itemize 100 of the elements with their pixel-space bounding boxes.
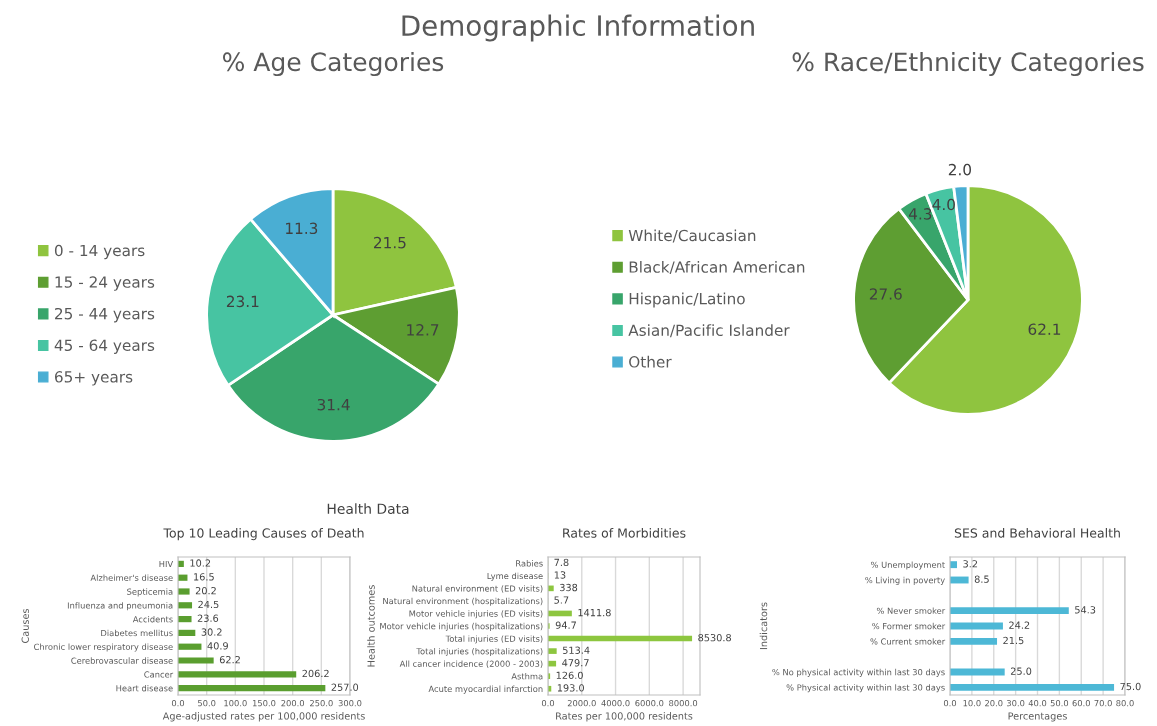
chart-title: SES and Behavioral Health xyxy=(954,528,1120,538)
legend-label: Black/African American xyxy=(629,261,805,275)
y-axis-title: Causes xyxy=(21,608,29,643)
y-tick-label: Cancer xyxy=(144,671,174,678)
data-label: 8.5 xyxy=(974,575,989,583)
data-label: 8530.8 xyxy=(698,634,731,642)
data-label: 257.0 xyxy=(331,683,359,691)
data-label: 206.2 xyxy=(302,669,329,678)
data-label: 75.0 xyxy=(1120,682,1141,691)
data-label: 24.5 xyxy=(198,600,219,609)
data-label: 23.6 xyxy=(197,614,219,622)
data-label: 3.2 xyxy=(963,560,978,568)
data-label: 4.3 xyxy=(908,208,932,220)
data-label: 27.6 xyxy=(869,288,902,300)
legend-label: 45 - 64 years xyxy=(54,339,155,354)
y-tick-label: Motor vehicle injuries (ED visits) xyxy=(409,610,543,619)
y-axis-title: Indicators xyxy=(759,602,768,650)
data-label: 11.3 xyxy=(286,222,318,235)
data-label: 54.3 xyxy=(1075,606,1096,614)
legend-label: 25 - 44 years xyxy=(55,307,155,323)
data-label: 10.2 xyxy=(190,559,211,567)
data-label: 12.7 xyxy=(407,324,439,336)
data-label: 62.1 xyxy=(1028,323,1061,335)
x-tick-label: 250.0 xyxy=(310,700,333,707)
x-tick-label: 200.0 xyxy=(281,700,305,707)
y-tick-label: Lyme disease xyxy=(487,572,543,581)
legend-label: 15 - 24 years xyxy=(55,276,155,291)
data-label: 21.5 xyxy=(1003,636,1024,645)
x-tick-label: 300.0 xyxy=(338,700,362,707)
data-label: 338 xyxy=(560,583,578,592)
y-tick-label: % Physical activity within last 30 days xyxy=(786,684,945,693)
y-tick-label: Motor vehicle injuries (hospitalizations) xyxy=(380,622,543,631)
x-tick-label: 0.0 xyxy=(171,700,185,707)
y-tick-label: % Unemployment xyxy=(870,561,945,570)
data-label: 94.7 xyxy=(555,621,576,629)
data-label: 62.2 xyxy=(219,655,240,664)
data-label: 23.1 xyxy=(226,295,259,308)
y-tick-label: Accidents xyxy=(132,615,173,623)
x-axis-title: Age-adjusted rates per 100,000 residents xyxy=(162,712,365,722)
y-tick-label: Chronic lower respiratory disease xyxy=(34,643,173,652)
text: Health Data xyxy=(327,503,409,515)
data-label: 513.4 xyxy=(562,646,590,654)
y-tick-label: Septicemia xyxy=(127,588,173,597)
x-tick-label: 70.0 xyxy=(1094,700,1112,707)
data-label: 21.5 xyxy=(374,236,406,249)
data-label: 24.2 xyxy=(1009,621,1030,629)
y-tick-label: Influenza and pneumonia xyxy=(67,602,173,611)
y-tick-label: Heart disease xyxy=(116,684,173,692)
data-label: 20.2 xyxy=(195,586,216,595)
legend-label: 0 - 14 years xyxy=(54,244,145,260)
y-tick-label: % Never smoker xyxy=(876,607,946,614)
y-tick-label: Diabetes mellitus xyxy=(101,629,173,637)
legend-label: Other xyxy=(629,355,672,368)
data-label: 30.2 xyxy=(201,628,222,636)
x-tick-label: 60.0 xyxy=(1072,700,1090,707)
y-tick-label: Natural environment (hospitalizations) xyxy=(383,597,543,606)
data-label: 2.0 xyxy=(948,163,972,176)
data-label: 13 xyxy=(554,571,566,579)
y-tick-label: % Former smoker xyxy=(872,622,946,630)
data-label: 40.9 xyxy=(207,642,228,650)
x-tick-label: 4000.0 xyxy=(601,700,630,707)
y-tick-label: Alzheimer's disease xyxy=(90,574,173,581)
y-tick-label: Total injuries (ED visits) xyxy=(445,635,543,644)
y-tick-label: % Current smoker xyxy=(870,638,946,645)
y-tick-label: Total injuries (hospitalizations) xyxy=(416,647,543,656)
data-label: 193.0 xyxy=(557,684,584,692)
data-label: 16.5 xyxy=(194,573,214,581)
x-tick-label: 50.0 xyxy=(198,700,216,707)
legend-label: 65+ years xyxy=(54,371,133,386)
legend-label: Hispanic/Latino xyxy=(629,292,745,308)
x-tick-label: 50.0 xyxy=(1050,700,1069,707)
data-label: 25.0 xyxy=(1010,667,1032,675)
x-tick-label: 20.0 xyxy=(985,700,1003,707)
x-tick-label: 0.0 xyxy=(943,700,957,707)
x-tick-label: 30.0 xyxy=(1006,700,1025,707)
y-tick-label: Natural environment (ED visits) xyxy=(412,585,543,593)
text: Demographic Information xyxy=(402,14,754,42)
chart-title: % Race/Ethnicity Categories xyxy=(792,51,1144,77)
y-tick-label: Cerebrovascular disease xyxy=(71,657,173,664)
chart-title: Rates of Morbidities xyxy=(563,528,686,538)
y-tick-label: % Living in poverty xyxy=(865,576,945,585)
x-axis-title: Rates per 100,000 residents xyxy=(556,712,693,722)
x-tick-label: 40.0 xyxy=(1028,700,1047,707)
x-tick-label: 10.0 xyxy=(963,700,981,707)
y-tick-label: HIV xyxy=(159,560,174,568)
x-axis-title: Percentages xyxy=(1008,712,1067,722)
data-label: 479.7 xyxy=(562,659,589,667)
y-tick-label: % No physical activity within last 30 days xyxy=(772,668,945,677)
legend-label: Asian/Pacific Islander xyxy=(628,324,790,338)
y-tick-label: Rabies xyxy=(516,560,543,567)
y-tick-label: Asthma xyxy=(511,673,543,680)
x-tick-label: 80.0 xyxy=(1116,700,1134,707)
data-label: 7.8 xyxy=(554,558,569,567)
data-label: 1411.8 xyxy=(578,608,611,617)
x-tick-label: 100.0 xyxy=(224,700,247,707)
x-tick-label: 150.0 xyxy=(252,700,276,707)
chart-title: Top 10 Leading Causes of Death xyxy=(163,528,364,541)
x-tick-label: 6000.0 xyxy=(635,700,664,707)
x-tick-label: 8000.0 xyxy=(669,700,698,707)
y-tick-label: Acute myocardial infarction xyxy=(428,685,543,694)
